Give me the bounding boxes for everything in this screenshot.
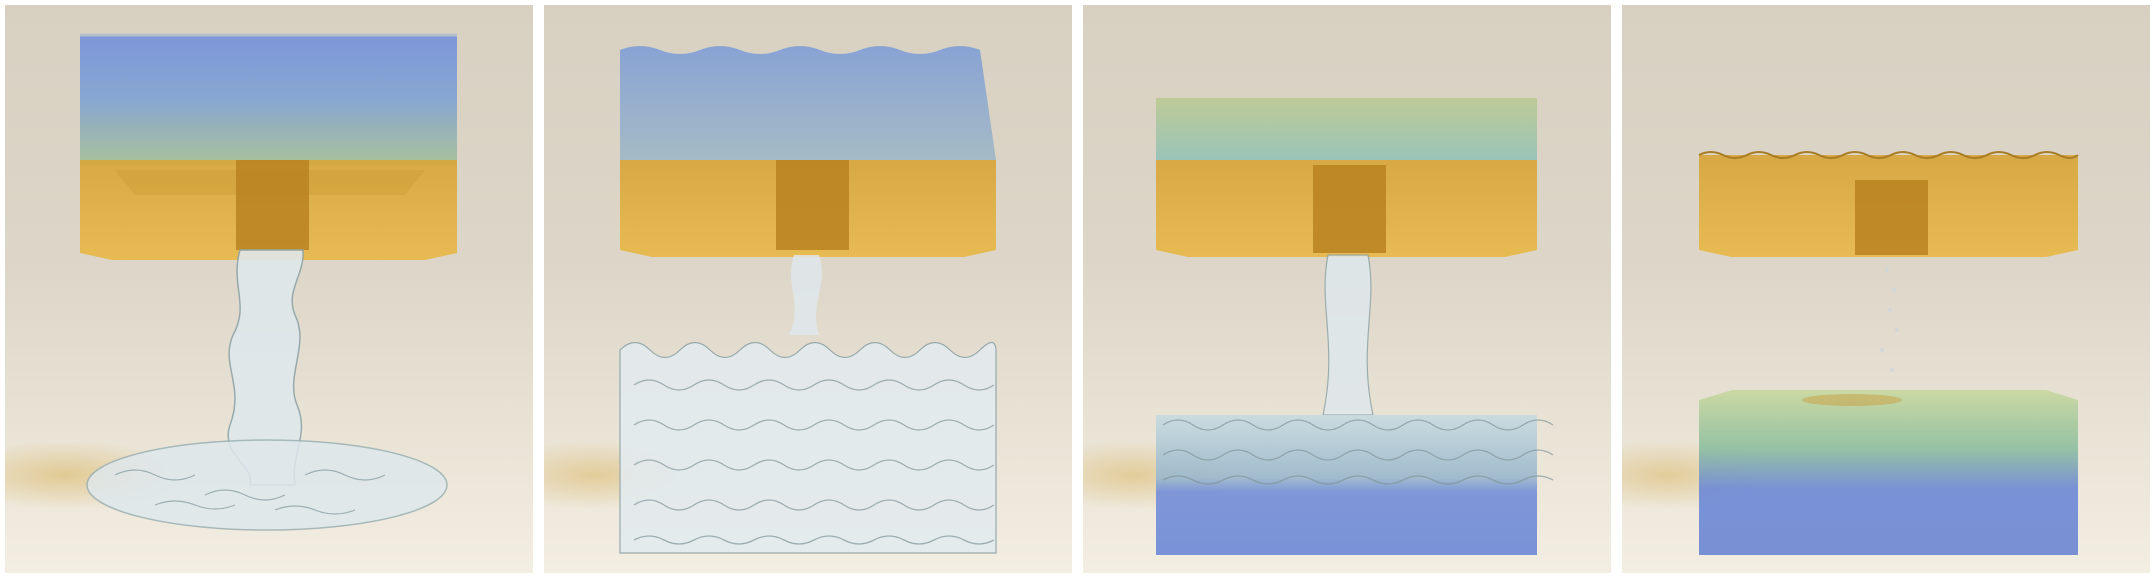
upper-fluid-blue: [620, 46, 996, 160]
falling-droplets: [1880, 268, 1899, 372]
spout: [1313, 165, 1386, 253]
panel-4-render: [1622, 151, 2079, 555]
panel-1-render: [5, 33, 457, 531]
simulation-panel-3: [1083, 5, 1611, 573]
water-stream: [789, 255, 822, 335]
simulation-panel-4: [1622, 5, 2150, 573]
spout: [776, 160, 849, 250]
panel-3-render: [1083, 98, 1554, 555]
simulation-panel-1: [5, 5, 533, 573]
panel-2-render: [544, 46, 997, 554]
water-stream: [1322, 254, 1374, 416]
upper-fluid-blue: [80, 35, 457, 165]
spout: [1855, 180, 1928, 255]
simulation-panel-2: [544, 5, 1072, 573]
turbulent-pool: [619, 341, 997, 554]
spout: [236, 160, 309, 250]
lower-fluid: [1156, 415, 1537, 555]
upper-fluid-green: [1156, 98, 1537, 160]
splash-pool: [86, 439, 448, 531]
lower-fluid: [1699, 390, 2078, 555]
